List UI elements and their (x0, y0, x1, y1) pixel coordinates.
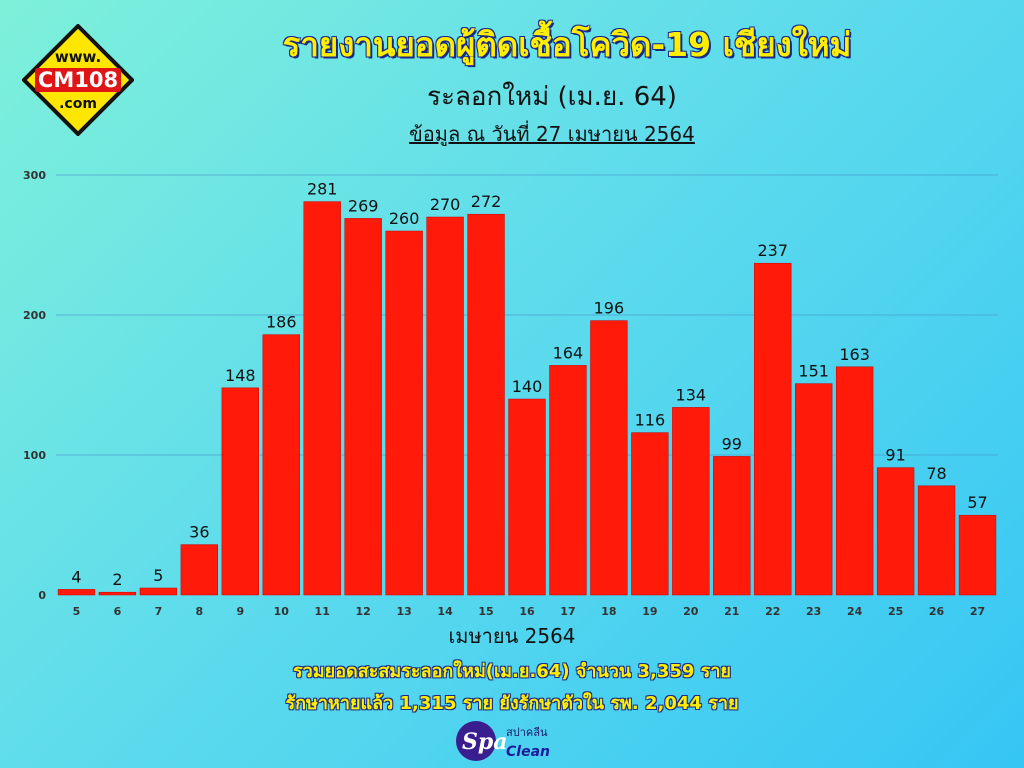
data-label: 78 (926, 464, 946, 483)
spa-clean-logo: Spa สปาคลีน Clean (456, 721, 550, 761)
x-tick-label: 6 (114, 605, 122, 618)
y-tick-label: 200 (23, 309, 46, 322)
bar (631, 432, 669, 596)
data-label: 91 (885, 446, 905, 465)
bar (508, 398, 546, 596)
x-tick-label: 13 (396, 605, 411, 618)
spa-logo-main: Spa (462, 729, 508, 755)
x-tick-label: 17 (560, 605, 575, 618)
bar (549, 365, 587, 596)
x-tick-label: 18 (601, 605, 616, 618)
x-tick-label: 14 (437, 605, 453, 618)
bar (344, 218, 382, 596)
x-tick-label: 10 (274, 605, 290, 618)
data-label: 36 (189, 523, 209, 542)
x-tick-label: 27 (970, 605, 985, 618)
logo-line1: www. (55, 48, 101, 66)
data-label: 99 (722, 434, 742, 453)
x-tick-label: 20 (683, 605, 699, 618)
spa-logo-sub: Clean (506, 744, 550, 760)
bar (57, 589, 96, 596)
bar (876, 467, 915, 596)
bar (835, 366, 874, 596)
logo-line3: .com (59, 96, 97, 112)
x-tick-label: 19 (642, 605, 657, 618)
x-tick-label: 25 (888, 605, 903, 618)
x-tick-label: 22 (765, 605, 780, 618)
data-label: 151 (798, 362, 829, 381)
data-label: 163 (839, 345, 870, 364)
bar-chart: 0100200300452657368148918610281112691226… (23, 169, 998, 648)
bar (221, 387, 259, 596)
data-label: 4 (71, 567, 81, 586)
chart-subtitle: ระลอกใหม่ (เม.ย. 64) (427, 82, 677, 112)
x-tick-label: 8 (196, 605, 204, 618)
data-label: 116 (635, 411, 666, 430)
bar (426, 216, 464, 596)
x-tick-label: 15 (478, 605, 493, 618)
bar (754, 262, 792, 596)
bar (385, 230, 423, 596)
data-label: 140 (512, 377, 543, 396)
x-tick-label: 9 (236, 605, 244, 618)
bar (139, 587, 178, 596)
bar (713, 456, 751, 596)
x-tick-label: 21 (724, 605, 739, 618)
x-tick-label: 12 (356, 605, 371, 618)
data-label: 237 (757, 241, 788, 260)
data-label: 281 (307, 180, 338, 199)
data-label: 270 (430, 195, 461, 214)
x-tick-label: 5 (73, 605, 81, 618)
y-tick-label: 0 (38, 589, 46, 602)
data-label: 164 (553, 343, 584, 362)
y-tick-label: 300 (23, 169, 46, 182)
chart-title: รายงานยอดผู้ติดเชื้อโควิด-19 เชียงใหม่ (282, 25, 852, 64)
footer-total-line: รวมยอดสะสมระลอกใหม่(เม.ย.64) จำนวน 3,359… (293, 661, 731, 682)
bar (795, 383, 833, 596)
bar (467, 213, 505, 596)
bar (958, 514, 997, 596)
logo-line2: CM108 (38, 68, 118, 92)
data-label: 272 (471, 192, 502, 211)
x-tick-label: 7 (155, 605, 163, 618)
cm108-logo: www. CM108 .com (22, 24, 134, 136)
x-tick-label: 23 (806, 605, 821, 618)
bar (303, 201, 341, 596)
bar (672, 407, 710, 596)
x-tick-label: 16 (519, 605, 535, 618)
y-tick-label: 100 (23, 449, 46, 462)
data-label: 5 (153, 566, 163, 585)
data-label: 2 (112, 570, 122, 589)
data-label: 57 (967, 493, 987, 512)
data-label: 260 (389, 209, 420, 228)
bar (917, 485, 956, 596)
x-tick-label: 26 (929, 605, 945, 618)
bar (98, 591, 137, 596)
data-date: ข้อมูล ณ วันที่ 27 เมษายน 2564 (409, 122, 695, 146)
data-label: 269 (348, 196, 379, 215)
data-label: 196 (594, 299, 625, 318)
x-tick-label: 24 (847, 605, 863, 618)
bar (262, 334, 300, 596)
data-label: 186 (266, 313, 297, 332)
spa-logo-thai: สปาคลีน (506, 726, 548, 739)
data-label: 134 (676, 385, 707, 404)
x-tick-label: 11 (315, 605, 330, 618)
x-axis-title: เมษายน 2564 (448, 624, 575, 648)
bar (590, 320, 628, 596)
data-label: 148 (225, 366, 256, 385)
footer-status-line: รักษาหายแล้ว 1,315 ราย ยังรักษาตัวใน รพ.… (285, 693, 739, 714)
bar (180, 544, 219, 596)
